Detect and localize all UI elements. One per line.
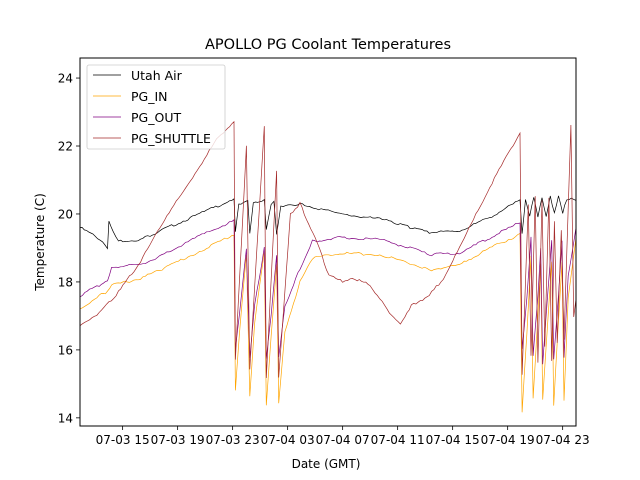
series-line-pg-in <box>80 232 576 413</box>
y-axis-label: Temperature (C) <box>33 193 47 292</box>
plot-area <box>80 120 576 413</box>
x-tick-label: 07-04 07 <box>316 433 370 447</box>
series-line-utah-air <box>80 195 576 250</box>
x-tick-label: 07-04 11 <box>371 433 425 447</box>
x-axis-label: Date (GMT) <box>292 457 361 471</box>
y-tick-label: 14 <box>58 411 73 425</box>
x-tick-label: 07-03 19 <box>151 433 205 447</box>
x-tick-label: 07-03 15 <box>96 433 150 447</box>
legend-label: PG_IN <box>131 89 168 104</box>
legend-label: Utah Air <box>131 68 183 83</box>
x-tick-label: 07-04 15 <box>426 433 480 447</box>
axes-frame <box>79 57 577 427</box>
x-tick-label: 07-04 23 <box>536 433 590 447</box>
x-axis: 07-03 15 07-03 19 07-03 23 07-04 03 07-04 07… <box>96 426 590 447</box>
y-axis: 14 16 18 20 22 24 <box>58 72 80 425</box>
legend: Utah Air PG_IN PG_OUT PG_SHUTTLE <box>86 64 226 150</box>
y-tick-label: 24 <box>58 72 73 86</box>
chart-title: APOLLO PG Coolant Temperatures <box>205 37 451 53</box>
series-line-pg-out <box>80 218 576 365</box>
y-tick-label: 16 <box>58 343 73 357</box>
series-line-pg-shuttle <box>80 120 576 379</box>
legend-label: PG_OUT <box>131 110 181 125</box>
x-tick-label: 07-03 23 <box>206 433 260 447</box>
y-tick-label: 22 <box>58 140 73 154</box>
y-tick-label: 20 <box>58 207 73 221</box>
x-tick-label: 07-04 03 <box>261 433 315 447</box>
x-tick-label: 07-04 19 <box>481 433 535 447</box>
y-tick-label: 18 <box>58 275 73 289</box>
legend-box <box>86 64 226 150</box>
legend-label: PG_SHUTTLE <box>131 131 211 146</box>
